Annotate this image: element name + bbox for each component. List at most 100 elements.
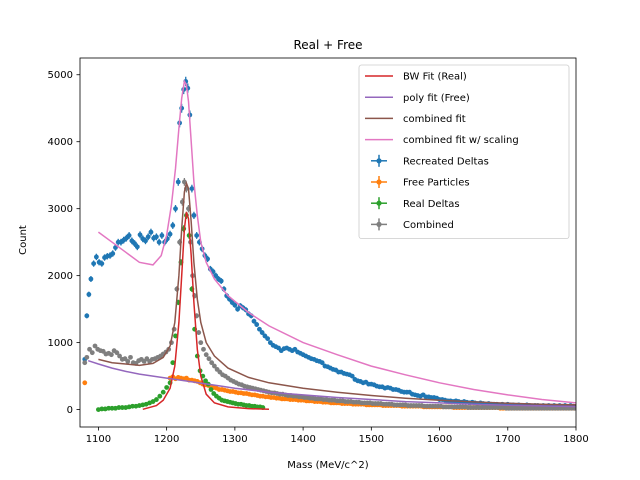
- real-deltas-point: [119, 405, 125, 410]
- x-tick-label: 1400: [290, 434, 315, 445]
- combined-point: [198, 340, 204, 346]
- recreated-deltas-point: [86, 292, 92, 297]
- recreated-deltas-point: [154, 234, 159, 240]
- recreated-deltas-point: [257, 326, 262, 332]
- real-deltas-point: [106, 405, 112, 411]
- x-axis-label: Mass (MeV/c^2): [287, 460, 368, 471]
- real-deltas-point: [154, 397, 159, 402]
- recreated-deltas-point: [232, 302, 238, 308]
- x-tick-label: 1100: [86, 434, 111, 445]
- bw-fit-real--line: [142, 211, 270, 411]
- y-tick-label: 5000: [48, 70, 73, 81]
- recreated-deltas-point: [213, 273, 219, 279]
- recreated-deltas-point: [88, 276, 94, 282]
- legend-swatch-combined: [376, 221, 382, 227]
- recreated-deltas-point: [319, 360, 325, 366]
- combined-fit-w-scaling-line: [97, 79, 576, 404]
- real-deltas-point: [130, 403, 135, 409]
- legend-label-recreated-deltas: Recreated Deltas: [403, 156, 489, 167]
- real-deltas-point: [157, 393, 163, 399]
- recreated-deltas-point: [148, 229, 154, 235]
- combined-point: [117, 353, 122, 359]
- chart-title: Real + Free: [293, 38, 362, 52]
- combined-point: [128, 354, 133, 360]
- real-deltas-point: [170, 360, 176, 366]
- legend-label-combined: Combined: [403, 220, 454, 231]
- recreated-deltas-point: [235, 306, 241, 312]
- x-tick-label: 1600: [427, 434, 452, 445]
- x-tick-label: 1300: [222, 434, 247, 445]
- x-tick-label: 1200: [154, 434, 179, 445]
- real-deltas-point: [160, 389, 166, 395]
- recreated-deltas-point: [110, 251, 116, 256]
- legend-swatch-recreated-deltas: [376, 158, 382, 164]
- legend-label-real-deltas: Real Deltas: [403, 199, 460, 210]
- legend: BW Fit (Real) poly fit (Free) combined fit…: [358, 64, 570, 240]
- combined-point: [206, 356, 212, 362]
- legend-swatch-real-deltas: [376, 200, 382, 206]
- y-tick-label: 3000: [48, 204, 73, 215]
- combined-point: [114, 350, 120, 356]
- combined-point: [201, 346, 206, 352]
- recreated-deltas-point: [189, 186, 195, 191]
- x-tick-label: 1700: [495, 434, 520, 445]
- combined-point: [181, 179, 187, 185]
- combined-series: [82, 177, 576, 411]
- real-deltas-point: [208, 387, 214, 392]
- combined-point: [196, 330, 202, 335]
- recreated-deltas-point: [191, 212, 197, 218]
- recreated-deltas-point: [170, 223, 176, 228]
- recreated-deltas-point: [93, 254, 99, 260]
- legend-label-combined-fit-w-scaling: combined fit w/ scaling: [403, 135, 519, 146]
- combined-point: [125, 358, 131, 364]
- recreated-deltas-point: [218, 278, 224, 284]
- combined-point: [209, 360, 215, 366]
- recreated-deltas-point: [84, 313, 90, 319]
- recreated-deltas-point: [259, 330, 265, 335]
- recreated-deltas-point: [251, 318, 257, 324]
- recreated-deltas-point: [143, 238, 148, 244]
- legend-label-poly-fit-free-: poly fit (Free): [403, 93, 470, 104]
- free-particles-point: [82, 380, 88, 386]
- recreated-deltas-point: [145, 234, 151, 240]
- real-deltas-point: [116, 405, 122, 410]
- recreated-deltas-point: [254, 322, 260, 327]
- legend-label-combined-fit: combined fit: [403, 114, 466, 125]
- x-tick-label: 1500: [359, 434, 384, 445]
- real-deltas-point: [173, 333, 178, 339]
- y-tick-label: 0: [67, 405, 73, 416]
- legend-box: [358, 64, 570, 240]
- combined-point: [84, 354, 90, 360]
- recreated-deltas-point: [126, 233, 132, 238]
- legend-label-free-particles: Free Particles: [403, 178, 470, 189]
- real-deltas-point: [203, 378, 208, 384]
- recreated-deltas-point: [156, 239, 162, 245]
- recreated-deltas-point: [175, 179, 181, 185]
- recreated-deltas-point: [132, 241, 137, 246]
- recreated-deltas-point: [137, 232, 143, 238]
- recreated-deltas-point: [99, 261, 105, 266]
- recreated-deltas-point: [91, 261, 97, 266]
- combined-point: [82, 360, 88, 366]
- combined-fit-line: [98, 180, 576, 406]
- x-tick-label: 1800: [563, 434, 588, 445]
- real-deltas-point: [99, 406, 105, 412]
- y-tick-label: 4000: [48, 137, 73, 148]
- combined-point: [108, 352, 114, 358]
- legend-label-bw-fit-real-: BW Fit (Real): [403, 72, 467, 83]
- recreated-deltas-point: [159, 233, 165, 238]
- y-axis-label: Count: [18, 225, 29, 255]
- real-deltas-point: [109, 405, 115, 411]
- recreated-deltas-point: [265, 336, 271, 342]
- y-tick-label: 2000: [48, 271, 73, 282]
- poly-fit-free--line: [87, 359, 576, 408]
- real-deltas-point: [164, 385, 170, 390]
- recreated-deltas-point: [349, 373, 355, 379]
- combined-point: [203, 352, 209, 358]
- recreated-deltas-point: [167, 231, 173, 237]
- y-tick-label: 1000: [48, 338, 73, 349]
- combined-point: [92, 343, 98, 349]
- axes: 1100 1200 1300 1400 1500 1600 1700 1800 0 1000 200…: [48, 57, 589, 445]
- plot-area: [82, 76, 576, 412]
